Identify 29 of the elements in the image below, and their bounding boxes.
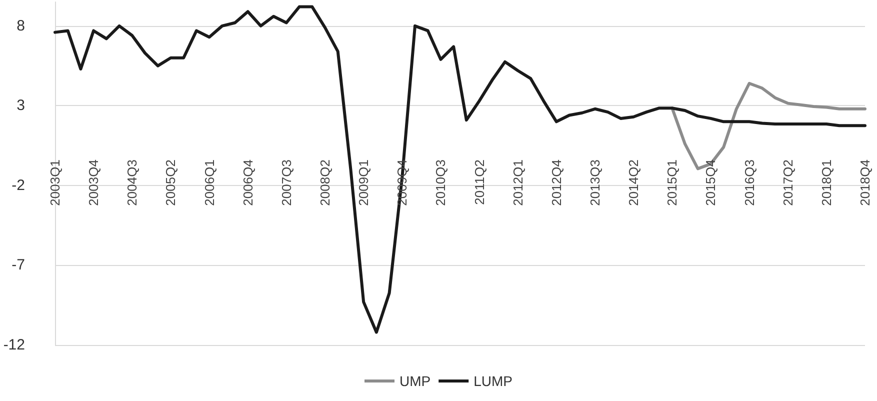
- x-tick-label: 2018Q4: [858, 160, 872, 206]
- x-tick-label: 2005Q2: [163, 160, 178, 206]
- x-tick-label: 2006Q1: [202, 160, 217, 206]
- legend-label: UMP: [399, 373, 431, 389]
- x-tick-label: 2017Q2: [780, 160, 796, 206]
- x-tick-label: 2007Q3: [278, 160, 294, 206]
- x-tick-label: 2018Q1: [818, 160, 834, 206]
- x-tick-label: 2015Q4: [703, 160, 718, 206]
- x-tick-label: 2006Q4: [240, 160, 256, 206]
- y-tick-label: 3: [16, 97, 25, 114]
- x-tick-label: 2010Q3: [433, 160, 448, 206]
- x-tick-label: 2008Q2: [318, 160, 332, 206]
- y-tick-label: -12: [3, 336, 25, 354]
- y-tick-label: -7: [12, 256, 25, 274]
- x-tick-label: 2012Q1: [510, 160, 526, 206]
- x-tick-label: 2011Q2: [472, 160, 487, 205]
- x-tick-label: 2012Q4: [548, 160, 564, 206]
- x-tick-label: 2014Q2: [626, 160, 642, 206]
- x-tick-label: 2004Q3: [124, 160, 140, 206]
- y-tick-label: -2: [12, 176, 25, 194]
- legend-label: LUMP: [474, 373, 513, 389]
- x-tick-label: 2015Q1: [664, 160, 680, 206]
- x-tick-label: 2009Q1: [356, 160, 372, 206]
- x-tick-label: 2003Q1: [48, 160, 62, 206]
- y-tick-label: 8: [16, 17, 25, 34]
- x-tick-label: 2009Q4: [394, 160, 410, 206]
- x-tick-label: 2003Q4: [86, 160, 102, 206]
- x-tick-label: 2016Q3: [742, 160, 757, 206]
- x-tick-label: 2013Q3: [588, 160, 602, 206]
